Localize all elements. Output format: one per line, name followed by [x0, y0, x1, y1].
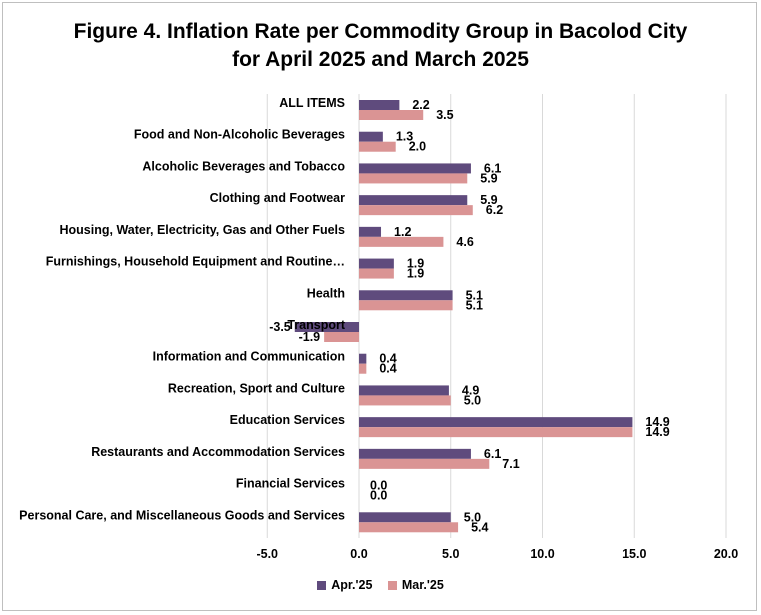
category-label: Transport	[287, 318, 345, 332]
bar-mar	[359, 395, 451, 406]
data-label: 0.0	[370, 479, 387, 493]
bar-apr	[294, 322, 359, 332]
data-label: 7.1	[502, 457, 519, 471]
chart-title-block: Figure 4. Inflation Rate per Commodity G…	[0, 18, 761, 74]
category-label: Furnishings, Household Equipment and Rou…	[46, 255, 345, 269]
legend-label-apr: Apr.'25	[331, 578, 373, 592]
legend-item-apr: Apr.'25	[317, 578, 372, 592]
category-label: Personal Care, and Miscellaneous Goods a…	[19, 508, 345, 522]
data-label: 5.1	[466, 288, 483, 302]
bar-apr	[359, 226, 382, 237]
data-label: 1.2	[394, 225, 411, 239]
x-axis-ticks: -5.0 0.0 5.0 10.0 15.0 20.0	[256, 547, 738, 561]
data-label: 4.6	[456, 235, 473, 249]
value-labels: 2.23.51.32.06.15.95.96.21.24.61.91.95.15…	[269, 98, 670, 534]
bar-mar	[359, 173, 468, 184]
bar-apr	[359, 353, 367, 364]
x-tick-label: 10.0	[530, 547, 554, 561]
data-label: 1.9	[407, 257, 424, 271]
data-label: 14.9	[645, 425, 669, 439]
bar-apr	[359, 290, 453, 301]
bar-apr	[359, 258, 394, 269]
chart-title: Figure 4. Inflation Rate per Commodity G…	[73, 20, 688, 43]
legend-label-mar: Mar.'25	[401, 578, 444, 592]
chart-subtitle: for April 2025 and March 2025	[232, 48, 529, 71]
bar-mar	[359, 458, 490, 469]
legend-item-mar: Mar.'25	[387, 578, 444, 592]
data-label: 6.2	[486, 203, 503, 217]
data-label: 3.5	[436, 108, 453, 122]
data-label: -3.5	[269, 320, 291, 334]
data-label: 0.4	[379, 362, 396, 376]
bar-mar	[359, 363, 367, 374]
data-label: 5.1	[466, 298, 483, 312]
category-label: Restaurants and Accommodation Services	[91, 445, 345, 459]
data-label: 14.9	[645, 415, 669, 429]
bar-mar	[359, 110, 424, 120]
bar-mar	[359, 300, 453, 311]
data-label: 1.3	[396, 130, 413, 144]
bar-mar	[324, 332, 359, 342]
x-tick-label: -5.0	[256, 547, 278, 561]
data-label: 1.9	[407, 267, 424, 281]
data-label: 0.4	[379, 352, 396, 366]
x-tick-label: 15.0	[622, 547, 646, 561]
bar-mar	[359, 427, 633, 438]
data-label: -1.9	[299, 330, 321, 344]
bar-mar	[359, 141, 396, 152]
bar-apr	[359, 417, 633, 428]
data-label: 5.0	[464, 393, 481, 407]
data-label: 5.0	[464, 510, 481, 524]
category-label: Food and Non-Alcoholic Beverages	[134, 128, 345, 142]
bar-apr	[359, 195, 468, 206]
legend-swatch-mar	[387, 580, 397, 590]
category-label: Information and Communication	[153, 350, 345, 364]
x-tick-label: 20.0	[714, 547, 738, 561]
data-label: 5.9	[480, 193, 497, 207]
bar-mar	[359, 268, 394, 279]
category-label: Alcoholic Beverages and Tobacco	[142, 159, 345, 173]
bars	[294, 100, 633, 533]
category-label: Financial Services	[236, 477, 345, 491]
data-label: 4.9	[462, 383, 479, 397]
data-label: 2.2	[412, 98, 429, 112]
bar-mar	[359, 522, 459, 533]
bar-apr	[359, 131, 383, 142]
category-label: Housing, Water, Electricity, Gas and Oth…	[60, 223, 346, 237]
x-tick-label: 5.0	[442, 547, 459, 561]
category-label: Education Services	[230, 413, 345, 427]
bar-apr	[359, 385, 449, 396]
bar-apr	[359, 512, 451, 523]
x-tick-label: 0.0	[350, 547, 367, 561]
bar-apr	[359, 448, 471, 459]
legend-swatch-apr	[317, 580, 327, 590]
data-label: 5.4	[471, 520, 488, 534]
data-label: 6.1	[484, 161, 501, 175]
data-label: 5.9	[480, 171, 497, 185]
legend: Apr.'25 Mar.'25	[0, 578, 761, 593]
data-label: 0.0	[370, 489, 387, 503]
category-labels: ALL ITEMS Food and Non-Alcoholic Beverage…	[19, 96, 346, 522]
category-label: Recreation, Sport and Culture	[168, 381, 345, 395]
bar-apr	[359, 100, 400, 110]
data-label: 6.1	[484, 447, 501, 461]
category-label: ALL ITEMS	[279, 96, 345, 110]
bar-mar	[359, 205, 473, 216]
category-label: Clothing and Footwear	[210, 191, 346, 205]
bar-apr	[359, 163, 471, 174]
data-label: 2.0	[409, 140, 426, 154]
bar-mar	[359, 236, 444, 247]
category-label: Health	[307, 286, 345, 300]
